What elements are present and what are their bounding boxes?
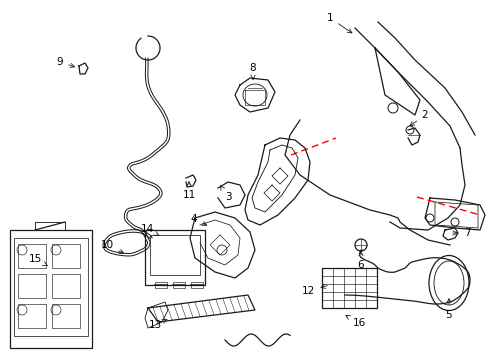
Text: 11: 11 (182, 182, 195, 200)
Bar (321, 268, 376, 308)
Text: 2: 2 (409, 110, 427, 126)
Bar (155, 282, 167, 288)
Text: 10: 10 (100, 240, 123, 253)
Text: 16: 16 (345, 315, 365, 328)
Text: 7: 7 (452, 228, 469, 238)
Bar (10, 230, 92, 348)
Bar (14, 238, 88, 336)
Bar (191, 282, 203, 288)
Text: 14: 14 (140, 224, 159, 235)
Text: 12: 12 (301, 284, 326, 296)
Text: 8: 8 (249, 63, 256, 79)
Text: 4: 4 (190, 214, 206, 225)
Bar (52, 304, 80, 328)
Bar (173, 282, 184, 288)
Bar (150, 235, 200, 275)
Text: 15: 15 (28, 254, 47, 266)
Bar (145, 230, 204, 285)
Bar (18, 274, 46, 298)
Text: 3: 3 (220, 186, 231, 202)
Bar (52, 244, 80, 268)
Text: 6: 6 (357, 252, 364, 270)
Bar (18, 304, 46, 328)
Bar (52, 274, 80, 298)
Text: 5: 5 (445, 299, 451, 320)
Bar (18, 244, 46, 268)
Text: 13: 13 (148, 319, 167, 330)
Text: 1: 1 (326, 13, 351, 33)
Text: 9: 9 (57, 57, 74, 67)
